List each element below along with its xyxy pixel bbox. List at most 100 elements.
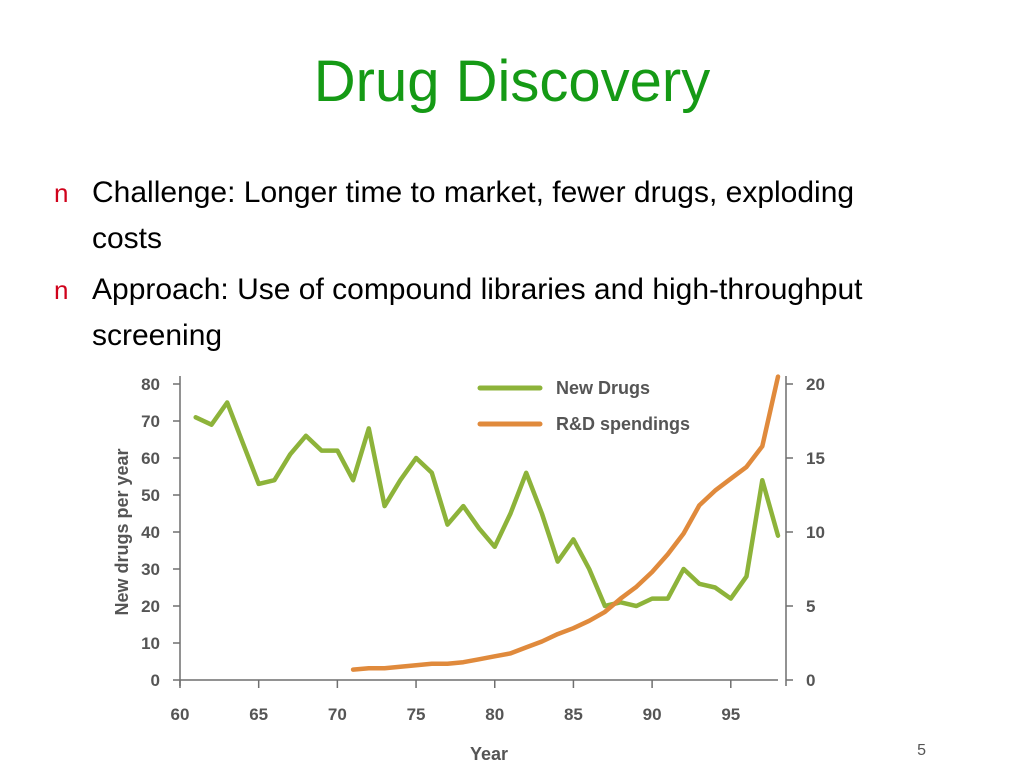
rd-spending-point	[619, 597, 623, 601]
x-tick-label: 65	[249, 705, 268, 724]
y-tick-label: 20	[141, 597, 160, 616]
rd-spending-line	[350, 374, 781, 672]
new-drugs-point	[209, 423, 214, 427]
y-tick-label: 60	[141, 449, 160, 468]
rd-spending-point	[367, 666, 371, 670]
new-drugs-point	[540, 511, 544, 516]
rd-spending-point	[713, 488, 717, 493]
x-tick-label: 70	[328, 705, 347, 724]
new-drugs-point	[382, 504, 387, 508]
new-drugs-point	[603, 604, 607, 608]
rd-spending-point	[650, 570, 654, 574]
y-tick-label: 0	[151, 671, 160, 690]
rd-spending-point	[776, 375, 780, 379]
new-drugs-point	[493, 545, 497, 549]
x-axis-title: Year	[470, 744, 508, 764]
rd-spending-point	[697, 503, 701, 507]
rd-spending-point	[587, 619, 591, 623]
rd-spending-point	[461, 660, 465, 664]
new-drugs-point	[760, 478, 764, 482]
rd-spending-point	[382, 666, 387, 670]
new-drugs-point	[414, 456, 418, 460]
new-drugs-point	[587, 567, 591, 571]
rd-spending-point	[540, 639, 544, 644]
x-tick-label: 60	[171, 705, 190, 724]
rd-spending-point	[634, 585, 638, 589]
new-drugs-point	[729, 597, 733, 601]
new-drugs-point	[430, 471, 434, 475]
rd-spending-point	[430, 662, 434, 666]
new-drugs-point	[241, 441, 245, 445]
new-drugs-point	[335, 449, 339, 453]
y2-tick-label: 20	[806, 375, 825, 394]
new-drugs-point	[398, 478, 402, 482]
bullet-item: n Challenge: Longer time to market, fewe…	[52, 170, 932, 262]
bullet-text: Challenge: Longer time to market, fewer …	[92, 176, 855, 255]
y-tick-label: 50	[141, 486, 160, 505]
y-tick-label: 10	[141, 634, 160, 653]
new-drugs-point	[304, 434, 308, 438]
new-drugs-legend-label: New Drugs	[556, 378, 650, 398]
y2-tick-label: 5	[806, 597, 815, 616]
rd-spending-point	[524, 645, 528, 650]
new-drugs-point	[556, 560, 560, 564]
bullet-text: Approach: Use of compound libraries and …	[92, 273, 863, 352]
new-drugs-point	[713, 585, 717, 590]
rd-spending-point	[556, 632, 560, 636]
page-number: 5	[917, 742, 926, 759]
bullet-list: n Challenge: Longer time to market, fewe…	[52, 170, 932, 364]
bullet-item: n Approach: Use of compound libraries an…	[52, 267, 932, 359]
new-drugs-point	[571, 537, 576, 541]
bullet-marker: n	[54, 178, 69, 208]
new-drugs-point	[681, 567, 686, 571]
rd-spending-point	[760, 444, 764, 448]
x-tick-label: 80	[485, 705, 504, 724]
rd-spending-point	[493, 654, 497, 658]
new-drugs-point	[508, 511, 513, 516]
rd-spending-point	[508, 651, 513, 655]
rd-spending-point	[571, 626, 576, 630]
x-tick-label: 90	[643, 705, 662, 724]
new-drugs-point	[666, 597, 670, 601]
new-drugs-point	[524, 471, 528, 475]
new-drugs-point	[367, 426, 371, 430]
y2-tick-label: 0	[806, 671, 815, 690]
rd-spending-point	[744, 465, 749, 469]
rd-spending-point	[351, 668, 355, 672]
rd-spending-point	[666, 552, 670, 556]
x-tick-label: 95	[721, 705, 740, 724]
new-drugs-point	[320, 449, 324, 453]
rd-spending-point	[681, 531, 686, 536]
new-drugs-point	[744, 574, 749, 578]
new-drugs-point	[634, 604, 638, 608]
new-drugs-point	[272, 478, 277, 482]
new-drugs-point	[776, 534, 780, 538]
y-tick-label: 40	[141, 523, 160, 542]
y-tick-label: 80	[141, 375, 160, 394]
y-axis-title: New drugs per year	[112, 448, 132, 615]
rd-spending-point	[477, 657, 481, 661]
y2-tick-label: 15	[806, 449, 825, 468]
y2-tick-label: 10	[806, 523, 825, 542]
new-drugs-point	[650, 597, 654, 601]
rd-spending-point	[414, 663, 418, 667]
new-drugs-point	[257, 482, 261, 486]
new-drugs-line	[193, 400, 781, 609]
new-drugs-point	[351, 478, 355, 482]
x-tick-label: 85	[564, 705, 583, 724]
new-drugs-point	[288, 452, 292, 456]
rd-spending-point	[445, 662, 450, 666]
rd-spending-legend-label: R&D spendings	[556, 414, 690, 434]
x-tick-label: 75	[407, 705, 426, 724]
slide-title: Drug Discovery	[313, 49, 711, 114]
y-tick-label: 70	[141, 412, 160, 431]
new-drugs-point	[225, 400, 229, 405]
rd-spending-point	[729, 477, 733, 481]
rd-spending-point	[398, 665, 402, 669]
rd-spending-point	[603, 610, 607, 614]
new-drugs-point	[477, 526, 481, 530]
new-drugs-point	[194, 415, 198, 419]
new-drugs-point	[445, 523, 450, 527]
drug-discovery-chart: 0 10 20 30 40 50 60 70 80 0 5 10 15 20 60 65 70 75 80 85 90 9…	[112, 374, 825, 764]
y-tick-label: 30	[141, 560, 160, 579]
